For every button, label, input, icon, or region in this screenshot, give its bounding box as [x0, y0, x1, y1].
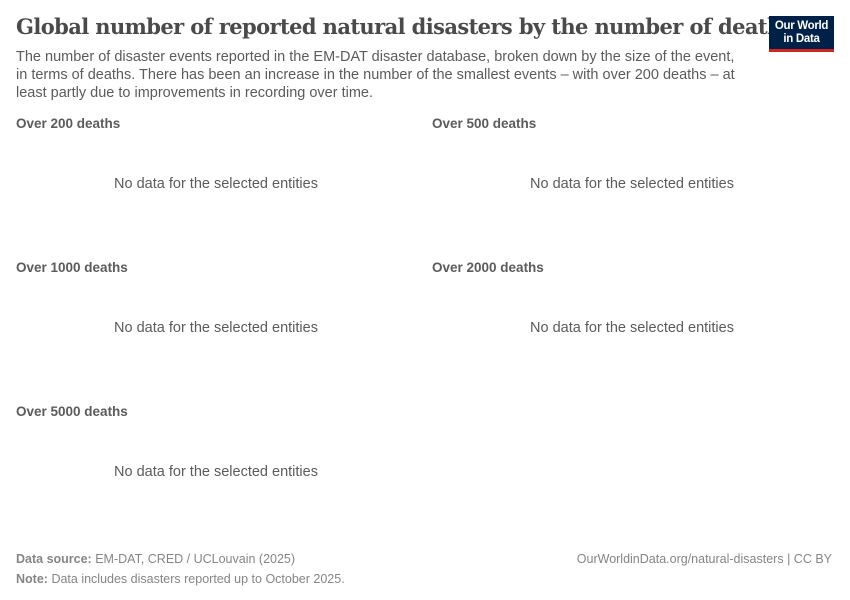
logo-line-2: in Data — [783, 32, 820, 45]
facet-title: Over 2000 deaths — [432, 260, 544, 275]
owid-logo[interactable]: Our World in Data — [769, 16, 834, 52]
no-data-message: No data for the selected entities — [114, 464, 318, 480]
facet-over-500: Over 500 deaths No data for the selected… — [432, 116, 832, 246]
note-line: Note: Data includes disasters reported u… — [16, 569, 345, 589]
owid-link[interactable]: OurWorldinData.org/natural-disasters — [576, 552, 784, 566]
facet-over-200: Over 200 deaths No data for the selected… — [16, 116, 416, 246]
facet-title: Over 200 deaths — [16, 116, 121, 131]
logo-line-1: Our World — [774, 20, 829, 32]
facet-over-1000: Over 1000 deaths No data for the selecte… — [16, 260, 416, 390]
no-data-message: No data for the selected entities — [530, 320, 734, 336]
facet-title: Over 1000 deaths — [16, 260, 128, 275]
facet-title: Over 5000 deaths — [16, 404, 128, 419]
facet-title: Over 500 deaths — [432, 116, 537, 131]
license-text[interactable]: | CC BY — [787, 552, 832, 566]
note-label: Note: — [16, 572, 48, 586]
chart-title: Global number of reported natural disast… — [16, 14, 793, 39]
footer-sources: Data source: EM-DAT, CRED / UCLouvain (2… — [16, 549, 345, 589]
facet-over-5000: Over 5000 deaths No data for the selecte… — [16, 404, 416, 534]
chart-subtitle: The number of disaster events reported i… — [16, 49, 735, 101]
data-source-label: Data source: — [16, 552, 92, 566]
data-source-value[interactable]: EM-DAT, CRED / UCLouvain (2025) — [95, 552, 296, 566]
no-data-message: No data for the selected entities — [530, 176, 734, 192]
note-value: Data includes disasters reported up to O… — [51, 572, 345, 586]
data-source-line: Data source: EM-DAT, CRED / UCLouvain (2… — [16, 549, 345, 569]
no-data-message: No data for the selected entities — [114, 176, 318, 192]
footer-credit: OurWorldinData.org/natural-disasters | C… — [577, 549, 832, 569]
facet-over-2000: Over 2000 deaths No data for the selecte… — [432, 260, 832, 390]
no-data-message: No data for the selected entities — [114, 320, 318, 336]
